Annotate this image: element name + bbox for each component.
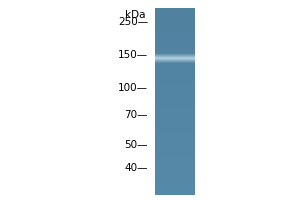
Text: 70—: 70— — [124, 110, 148, 120]
Text: 40—: 40— — [124, 163, 148, 173]
Text: 100—: 100— — [118, 83, 148, 93]
Text: kDa: kDa — [125, 10, 146, 20]
Text: 250—: 250— — [118, 17, 148, 27]
Text: 50—: 50— — [124, 140, 148, 150]
Text: 150—: 150— — [118, 50, 148, 60]
